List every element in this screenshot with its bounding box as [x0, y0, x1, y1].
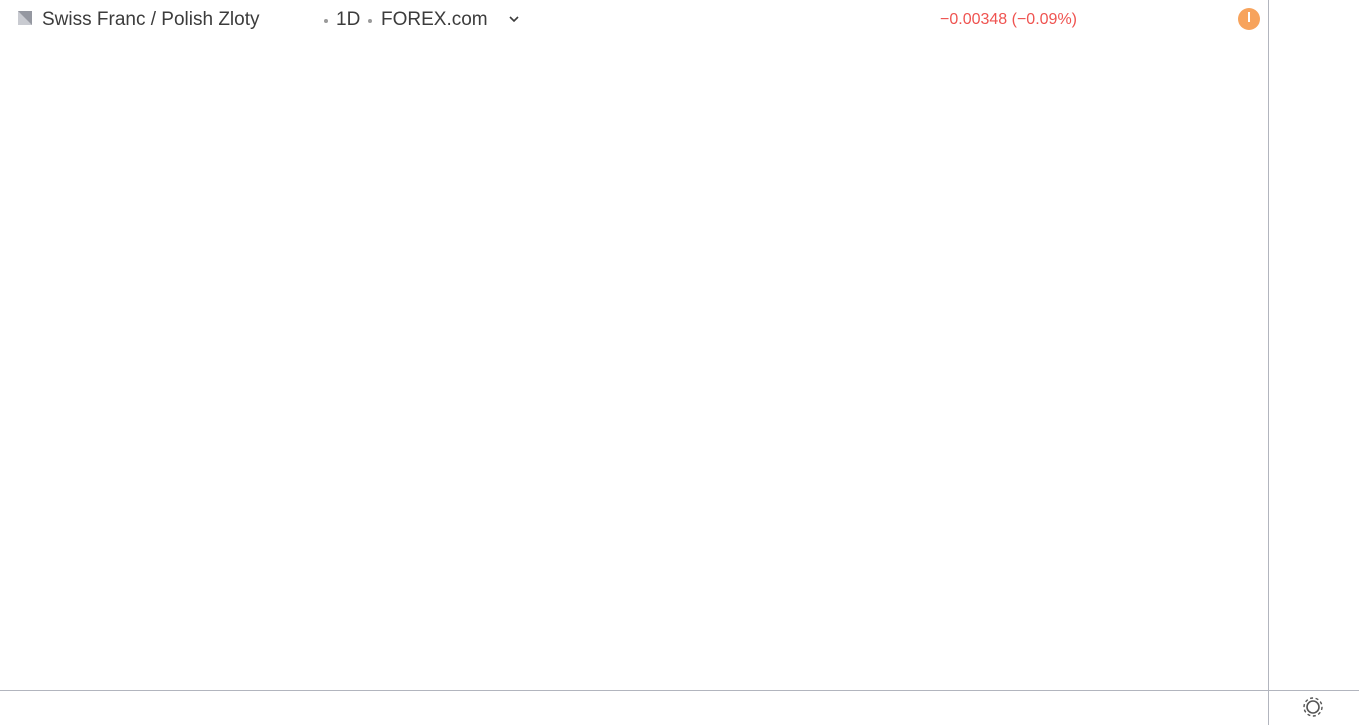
separator [368, 19, 372, 23]
exchange[interactable]: FOREX.com [381, 9, 488, 30]
separator [324, 19, 328, 23]
symbol: Swiss Franc / Polish Zloty [42, 9, 260, 30]
change: −0.00348 (−0.09%) [940, 11, 1077, 28]
alert-icon-mark [1248, 12, 1250, 22]
collapse-icon-mark [18, 11, 32, 25]
header-bg [0, 2, 540, 38]
settings-icon[interactable] [1306, 700, 1320, 714]
settings-icon-teeth [1303, 697, 1323, 717]
interval: 1D [336, 9, 360, 30]
dropdown-chevron[interactable] [509, 16, 519, 23]
